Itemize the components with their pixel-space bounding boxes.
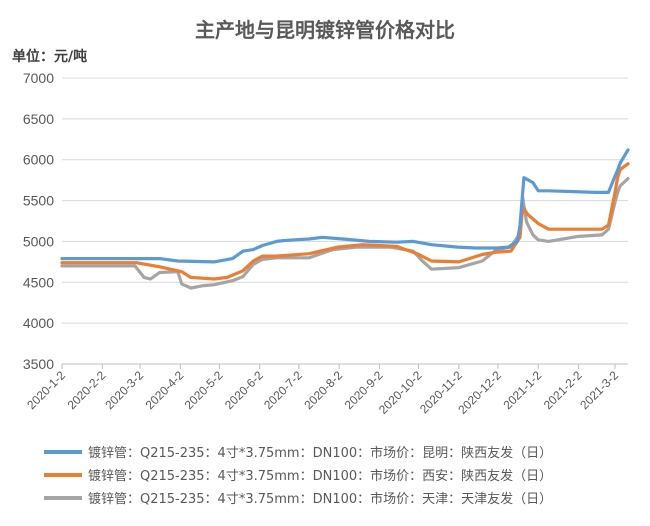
y-tick-label: 3500: [23, 356, 54, 372]
x-tick-label: 2020-5-2: [182, 368, 226, 412]
x-axis-tick-labels: 2020-1-22020-2-22020-3-22020-4-22020-5-2…: [24, 364, 621, 417]
x-tick-label: 2020-10-2: [376, 368, 425, 417]
x-tick-label: 2020-7-2: [261, 368, 305, 412]
y-tick-label: 7000: [23, 70, 54, 86]
gridlines: [62, 77, 628, 365]
x-tick-label: 2020-2-2: [65, 368, 109, 412]
x-tick-label: 2021-2-2: [541, 368, 585, 412]
y-tick-label: 5000: [23, 233, 54, 249]
series-line-3: [60, 176, 630, 290]
y-axis-tick-labels: 3500 4000 4500 5000 5500 6000 6500 7000: [23, 70, 54, 372]
x-tick-label: 2021-3-2: [577, 368, 621, 412]
chart-title: 主产地与昆明镀锌管价格对比: [195, 18, 455, 42]
y-tick-label: 6000: [23, 152, 54, 168]
series-line-1: [60, 148, 630, 264]
x-tick-label: 2020-3-2: [102, 368, 146, 412]
x-tick-label: 2020-1-2: [24, 368, 68, 412]
y-tick-label: 6500: [23, 111, 54, 127]
y-axis-unit-label: 单位：元/吨: [12, 48, 87, 65]
legend-label-1: 镀锌管：Q215-235：4寸*3.75mm：DN100：市场价：昆明：陕西友发…: [88, 445, 552, 461]
y-tick-label: 4000: [23, 315, 54, 331]
y-tick-label: 5500: [23, 193, 54, 209]
x-tick-label: 2020-6-2: [222, 368, 266, 412]
series-line-2: [60, 162, 630, 281]
x-tick-label: 2020-4-2: [143, 368, 187, 412]
x-tick-label: 2020-12-2: [455, 368, 504, 417]
legend-label-2: 镀锌管：Q215-235：4寸*3.75mm：DN100：市场价：西安：陕西友发…: [88, 468, 552, 484]
x-tick-label: 2020-8-2: [301, 368, 345, 412]
legend-label-3: 镀锌管：Q215-235：4寸*3.75mm：DN100：市场价：天津：天津友发…: [88, 491, 552, 507]
x-tick-label: 2021-1-2: [500, 368, 544, 412]
legend: 镀锌管：Q215-235：4寸*3.75mm：DN100：市场价：昆明：陕西友发…: [44, 445, 552, 507]
series-lines: [60, 148, 630, 290]
y-tick-label: 4500: [23, 274, 54, 290]
